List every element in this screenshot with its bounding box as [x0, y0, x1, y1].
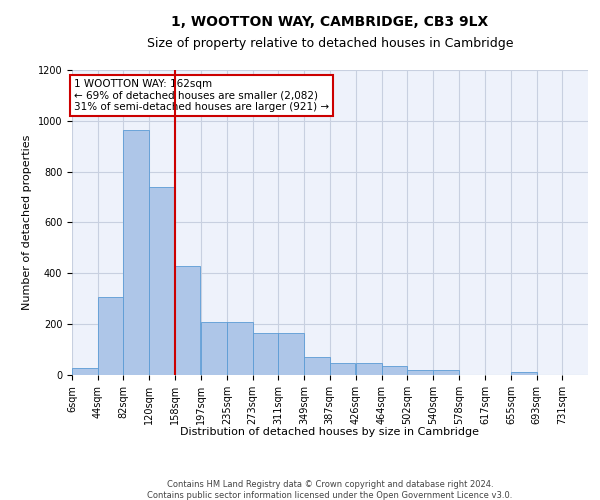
Bar — [329, 363, 355, 375]
Bar — [253, 333, 278, 375]
Bar — [278, 333, 304, 375]
Bar — [149, 188, 175, 375]
Bar — [227, 322, 253, 375]
Bar — [382, 366, 407, 375]
Bar — [98, 296, 124, 375]
Bar — [511, 372, 536, 375]
Text: Contains HM Land Registry data © Crown copyright and database right 2024.: Contains HM Land Registry data © Crown c… — [167, 480, 493, 489]
Text: 1 WOOTTON WAY: 162sqm
← 69% of detached houses are smaller (2,082)
31% of semi-d: 1 WOOTTON WAY: 162sqm ← 69% of detached … — [74, 79, 329, 112]
X-axis label: Distribution of detached houses by size in Cambridge: Distribution of detached houses by size … — [181, 427, 479, 437]
Text: Size of property relative to detached houses in Cambridge: Size of property relative to detached ho… — [147, 38, 513, 51]
Bar — [407, 370, 433, 375]
Bar — [433, 370, 459, 375]
Bar — [124, 130, 149, 375]
Text: Contains public sector information licensed under the Open Government Licence v3: Contains public sector information licen… — [148, 491, 512, 500]
Bar — [201, 322, 227, 375]
Text: 1, WOOTTON WAY, CAMBRIDGE, CB3 9LX: 1, WOOTTON WAY, CAMBRIDGE, CB3 9LX — [172, 15, 488, 29]
Bar — [356, 363, 382, 375]
Bar — [588, 372, 600, 375]
Bar — [304, 356, 329, 375]
Y-axis label: Number of detached properties: Number of detached properties — [22, 135, 32, 310]
Bar — [175, 266, 200, 375]
Bar — [72, 368, 98, 375]
